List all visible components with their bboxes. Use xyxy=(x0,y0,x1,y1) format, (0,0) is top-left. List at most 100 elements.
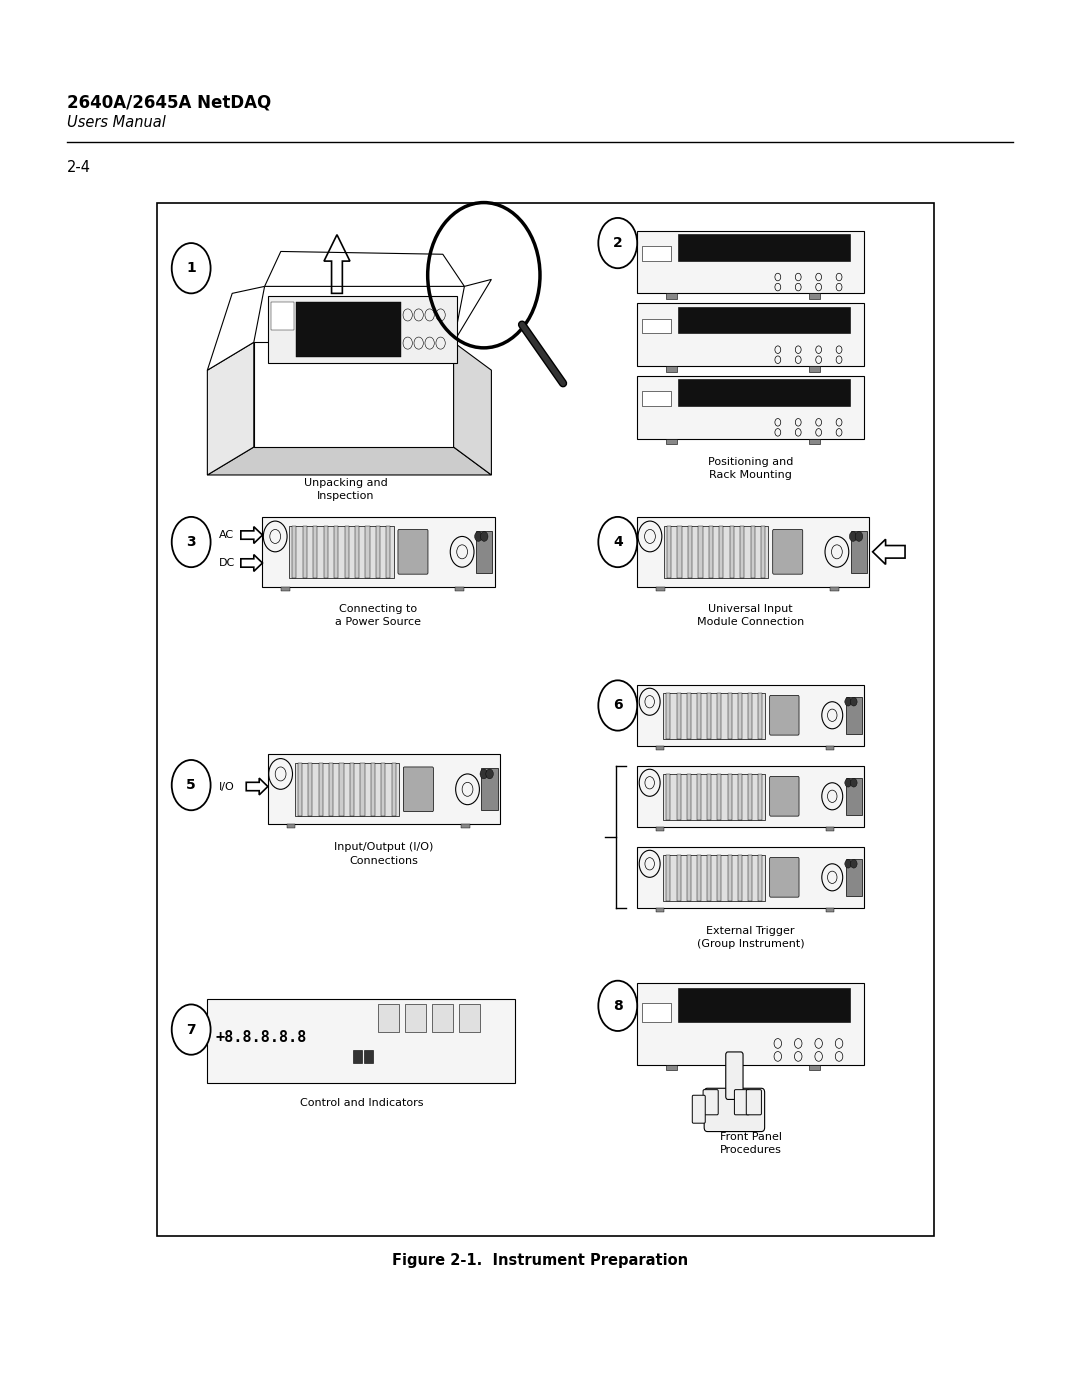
FancyBboxPatch shape xyxy=(459,1004,480,1032)
FancyBboxPatch shape xyxy=(692,1095,705,1123)
FancyBboxPatch shape xyxy=(697,774,701,820)
FancyBboxPatch shape xyxy=(770,858,799,897)
Text: 3: 3 xyxy=(187,535,195,549)
FancyBboxPatch shape xyxy=(403,767,433,812)
Text: 2-4: 2-4 xyxy=(67,159,91,175)
Text: Unpacking and
Inspection: Unpacking and Inspection xyxy=(303,478,388,502)
FancyBboxPatch shape xyxy=(271,302,294,330)
FancyBboxPatch shape xyxy=(329,763,334,816)
FancyBboxPatch shape xyxy=(476,531,492,573)
FancyBboxPatch shape xyxy=(268,754,500,824)
Text: Input/Output (I/O)
Connections: Input/Output (I/O) Connections xyxy=(334,842,433,866)
FancyBboxPatch shape xyxy=(157,203,934,1236)
FancyBboxPatch shape xyxy=(707,855,712,901)
FancyBboxPatch shape xyxy=(717,693,721,739)
Text: AC: AC xyxy=(219,529,234,541)
FancyBboxPatch shape xyxy=(350,763,354,816)
FancyBboxPatch shape xyxy=(677,527,681,578)
FancyBboxPatch shape xyxy=(717,774,721,820)
Circle shape xyxy=(481,532,488,541)
Text: mV AC DC
±1MΩ Hz: mV AC DC ±1MΩ Hz xyxy=(230,1067,249,1076)
FancyBboxPatch shape xyxy=(298,763,301,816)
FancyBboxPatch shape xyxy=(293,527,296,578)
FancyBboxPatch shape xyxy=(353,1051,362,1063)
Text: 1: 1 xyxy=(186,261,197,275)
FancyBboxPatch shape xyxy=(637,685,864,746)
FancyBboxPatch shape xyxy=(697,855,701,901)
FancyBboxPatch shape xyxy=(676,774,680,820)
FancyBboxPatch shape xyxy=(345,527,349,578)
Text: 2: 2 xyxy=(612,236,623,250)
FancyBboxPatch shape xyxy=(302,527,307,578)
Circle shape xyxy=(480,770,487,780)
FancyBboxPatch shape xyxy=(637,231,864,293)
FancyBboxPatch shape xyxy=(761,527,766,578)
Text: REVIEW
LAST: REVIEW LAST xyxy=(215,1000,232,1009)
FancyBboxPatch shape xyxy=(770,696,799,735)
FancyBboxPatch shape xyxy=(262,517,495,587)
FancyBboxPatch shape xyxy=(642,246,671,261)
Text: MAX
MIN: MAX MIN xyxy=(266,1000,274,1009)
FancyBboxPatch shape xyxy=(851,531,867,573)
Text: Front Panel
Procedures: Front Panel Procedures xyxy=(719,1132,782,1155)
FancyBboxPatch shape xyxy=(728,774,731,820)
FancyBboxPatch shape xyxy=(355,527,360,578)
FancyBboxPatch shape xyxy=(738,693,742,739)
FancyBboxPatch shape xyxy=(432,1004,453,1032)
FancyBboxPatch shape xyxy=(688,527,692,578)
FancyBboxPatch shape xyxy=(748,855,752,901)
FancyBboxPatch shape xyxy=(758,774,762,820)
FancyBboxPatch shape xyxy=(664,527,768,578)
FancyBboxPatch shape xyxy=(738,774,742,820)
Circle shape xyxy=(849,532,856,541)
FancyBboxPatch shape xyxy=(707,693,712,739)
FancyBboxPatch shape xyxy=(287,824,296,828)
Polygon shape xyxy=(207,342,254,475)
Polygon shape xyxy=(254,342,454,447)
FancyBboxPatch shape xyxy=(758,693,762,739)
FancyBboxPatch shape xyxy=(846,697,862,733)
FancyBboxPatch shape xyxy=(663,774,766,820)
FancyBboxPatch shape xyxy=(295,763,399,816)
Text: +8.8.8.8.8: +8.8.8.8.8 xyxy=(216,1030,307,1045)
Text: Connecting to
a Power Source: Connecting to a Power Source xyxy=(335,604,421,627)
Text: °C °F RQ: °C °F RQ xyxy=(298,1067,315,1076)
Circle shape xyxy=(474,532,482,541)
FancyBboxPatch shape xyxy=(666,855,671,901)
FancyBboxPatch shape xyxy=(665,1065,676,1070)
Polygon shape xyxy=(454,279,491,342)
FancyBboxPatch shape xyxy=(365,527,369,578)
Circle shape xyxy=(845,859,851,868)
Text: 6: 6 xyxy=(613,698,622,712)
FancyBboxPatch shape xyxy=(676,693,680,739)
FancyBboxPatch shape xyxy=(665,439,676,444)
Circle shape xyxy=(850,697,858,705)
FancyBboxPatch shape xyxy=(846,859,862,895)
FancyBboxPatch shape xyxy=(334,527,338,578)
FancyBboxPatch shape xyxy=(699,527,703,578)
FancyBboxPatch shape xyxy=(296,302,402,356)
FancyBboxPatch shape xyxy=(282,587,289,591)
FancyBboxPatch shape xyxy=(381,763,386,816)
FancyBboxPatch shape xyxy=(678,379,850,407)
FancyBboxPatch shape xyxy=(308,763,312,816)
FancyBboxPatch shape xyxy=(656,746,664,750)
Text: OFF PRN CH
CAL EXT TR: OFF PRN CH CAL EXT TR xyxy=(429,1067,453,1076)
Circle shape xyxy=(598,218,637,268)
FancyBboxPatch shape xyxy=(637,376,864,439)
FancyBboxPatch shape xyxy=(825,908,834,912)
FancyBboxPatch shape xyxy=(637,303,864,366)
FancyBboxPatch shape xyxy=(707,774,712,820)
FancyBboxPatch shape xyxy=(751,527,755,578)
FancyBboxPatch shape xyxy=(697,693,701,739)
FancyBboxPatch shape xyxy=(846,778,862,814)
FancyBboxPatch shape xyxy=(809,293,820,299)
FancyBboxPatch shape xyxy=(482,768,498,810)
FancyBboxPatch shape xyxy=(678,988,850,1023)
FancyBboxPatch shape xyxy=(770,777,799,816)
Circle shape xyxy=(172,760,211,810)
FancyBboxPatch shape xyxy=(665,293,676,299)
FancyBboxPatch shape xyxy=(666,693,671,739)
FancyBboxPatch shape xyxy=(678,233,850,261)
Text: I/O: I/O xyxy=(219,781,235,792)
